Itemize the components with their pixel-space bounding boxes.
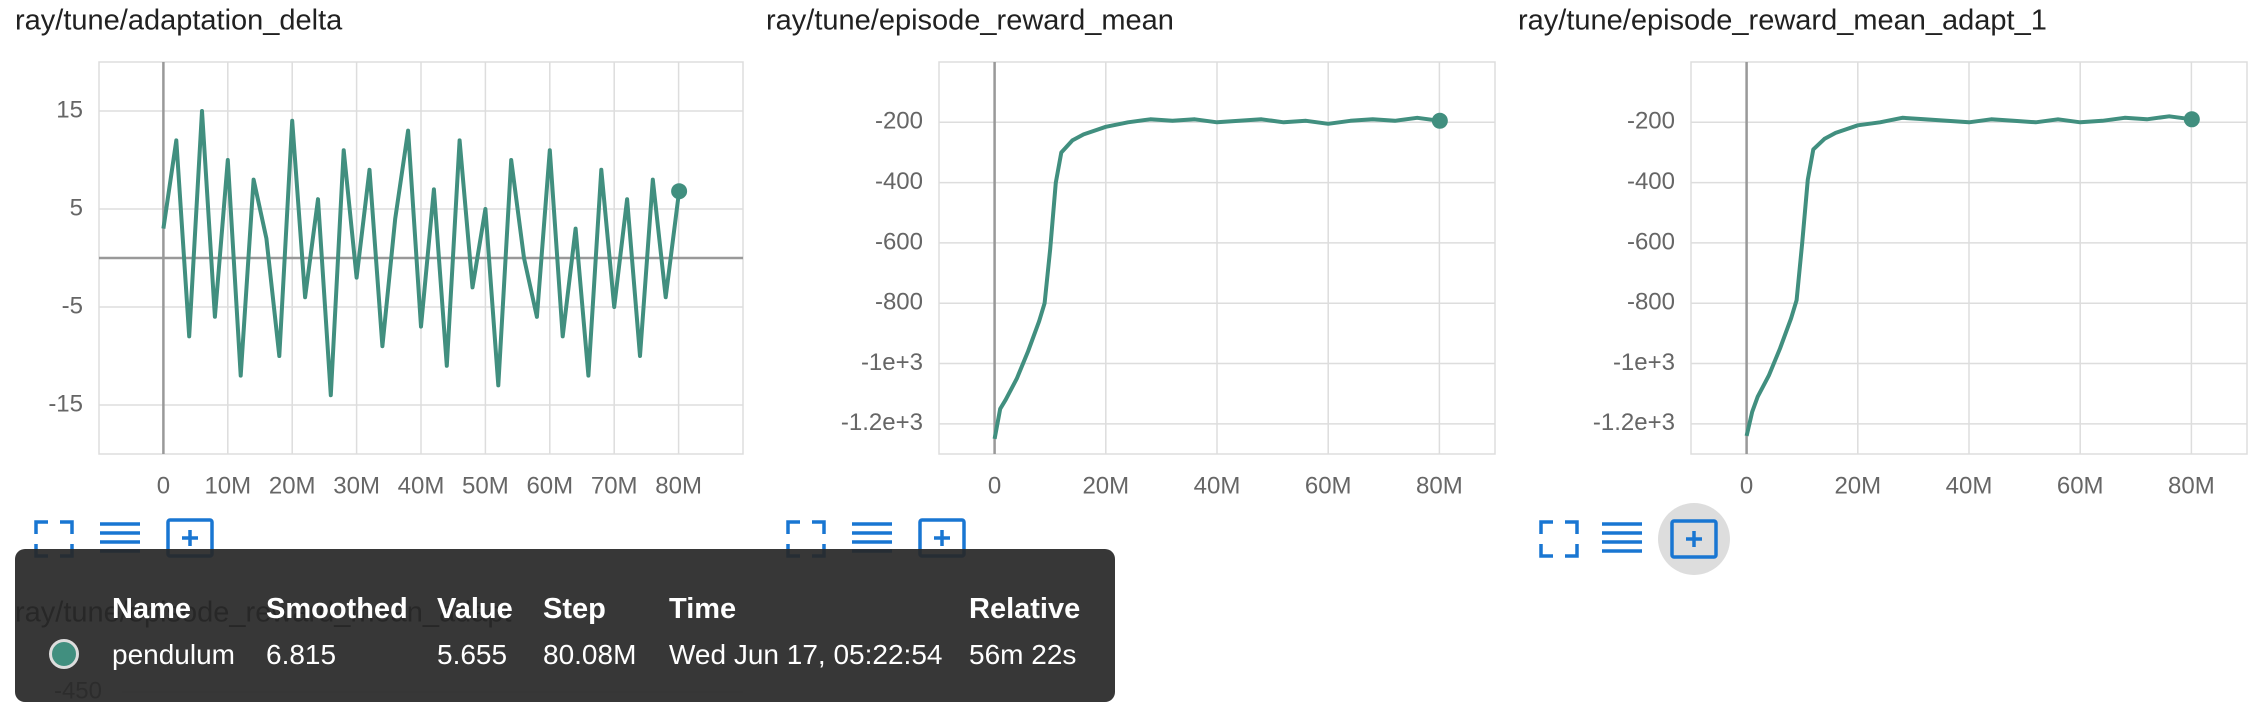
series-swatch — [49, 639, 79, 669]
x-tick-label: 60M — [526, 472, 573, 499]
x-tick-label: 20M — [1082, 472, 1129, 499]
y-tick-label: -600 — [1627, 228, 1675, 255]
y-tick-label: 5 — [70, 194, 83, 221]
x-tick-label: 80M — [2168, 472, 2215, 499]
cell: 56m 22s — [969, 639, 1077, 670]
y-tick-label: -1.2e+3 — [841, 409, 923, 436]
toggle-log-button[interactable] — [100, 522, 140, 553]
end-point — [671, 183, 688, 200]
x-tick-label: 30M — [333, 472, 380, 499]
y-tick-label: -600 — [875, 228, 923, 255]
x-tick-label: 0 — [1740, 472, 1753, 499]
x-tick-label: 80M — [655, 472, 702, 499]
y-tick-label: -200 — [875, 108, 923, 135]
column-header: Value — [437, 593, 513, 625]
column-header: Smoothed — [266, 593, 408, 625]
y-tick-label: -200 — [1627, 108, 1675, 135]
x-tick-label: 80M — [1416, 472, 1463, 499]
toggle-log-button[interactable] — [1602, 522, 1642, 553]
panel-3-toolbar — [1539, 503, 1730, 575]
x-tick-label: 20M — [1834, 472, 1881, 499]
column-header: Time — [669, 593, 737, 625]
x-tick-label: 40M — [1194, 472, 1241, 499]
cell: pendulum — [112, 639, 235, 670]
chart-title: ray/tune/episode_reward_mean — [766, 5, 1174, 37]
end-point — [1431, 112, 1448, 129]
x-tick-label: 10M — [204, 472, 251, 499]
cell: 6.815 — [266, 639, 337, 670]
series-line — [1744, 114, 2193, 437]
y-tick-label: -800 — [1627, 289, 1675, 316]
fullscreen-button[interactable] — [786, 520, 826, 558]
y-tick-label: -15 — [48, 390, 83, 417]
chart-title: ray/tune/episode_reward_mean_adapt_1 — [1518, 5, 2047, 37]
y-tick-label: -1e+3 — [861, 349, 923, 376]
y-tick-label: -1e+3 — [1613, 349, 1675, 376]
column-header: Step — [543, 593, 606, 625]
x-tick-label: 0 — [988, 472, 1001, 499]
x-tick-label: 0 — [157, 472, 170, 499]
cell: 5.655 — [437, 639, 508, 670]
x-tick-label: 60M — [1305, 472, 1352, 499]
toggle-log-button[interactable] — [852, 522, 892, 553]
x-tick-label: 40M — [1946, 472, 1993, 499]
y-tick-label: -400 — [875, 168, 923, 195]
y-tick-label: -800 — [875, 289, 923, 316]
chart-title: ray/tune/adaptation_delta — [15, 5, 343, 37]
series-line — [161, 109, 682, 398]
y-tick-label: -5 — [62, 292, 83, 319]
x-tick-label: 70M — [591, 472, 638, 499]
fullscreen-button[interactable] — [1539, 520, 1579, 558]
cell: Wed Jun 17, 05:22:54 — [669, 639, 943, 670]
series-line — [992, 115, 1441, 440]
column-header: Name — [112, 593, 191, 625]
fullscreen-button[interactable] — [34, 520, 74, 558]
end-point — [2183, 111, 2200, 128]
y-tick-label: -400 — [1627, 168, 1675, 195]
x-tick-label: 50M — [462, 472, 509, 499]
y-tick-label: -1.2e+3 — [1593, 409, 1675, 436]
x-tick-label: 40M — [398, 472, 445, 499]
y-tick-label: 15 — [56, 96, 83, 123]
x-tick-label: 20M — [269, 472, 316, 499]
tooltip: Name Smoothed Value Step Time Relative p… — [15, 549, 1115, 702]
fit-domain-button[interactable] — [1670, 519, 1718, 559]
column-header: Relative — [969, 593, 1081, 625]
cell: 80.08M — [543, 639, 637, 670]
x-tick-label: 60M — [2057, 472, 2104, 499]
